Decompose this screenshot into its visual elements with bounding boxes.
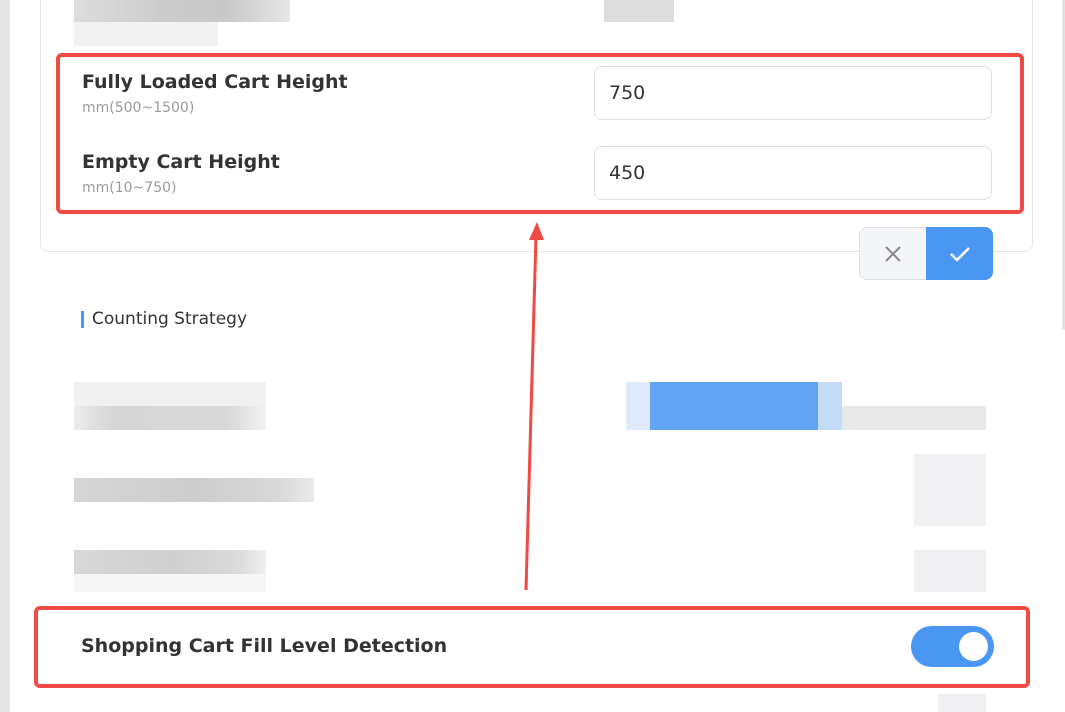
annotation-arrow xyxy=(524,235,538,591)
blurred-control xyxy=(938,694,986,712)
fill-detection-label: Shopping Cart Fill Level Detection xyxy=(81,635,448,657)
section-header: Counting Strategy xyxy=(81,309,247,329)
confirm-button[interactable] xyxy=(926,227,993,280)
blurred-text xyxy=(74,406,266,430)
blurred-text xyxy=(74,382,266,406)
fill-detection-toggle[interactable] xyxy=(911,626,994,667)
blurred-control[interactable] xyxy=(914,550,986,592)
blurred-option-selected[interactable] xyxy=(650,382,818,430)
left-panel-edge xyxy=(0,0,10,712)
blurred-text xyxy=(74,478,314,502)
blurred-control[interactable] xyxy=(914,454,986,526)
blurred-text xyxy=(74,22,218,46)
blurred-option xyxy=(818,382,842,430)
section-accent-bar xyxy=(81,310,84,328)
section-title: Counting Strategy xyxy=(92,309,248,329)
blurred-option[interactable] xyxy=(842,406,986,430)
blurred-option xyxy=(626,382,650,430)
blurred-text xyxy=(604,0,674,22)
full-height-label: Fully Loaded Cart Height xyxy=(82,71,348,93)
empty-height-input[interactable]: 450 xyxy=(594,146,992,200)
blurred-text xyxy=(74,0,290,22)
full-height-input[interactable]: 750 xyxy=(594,66,992,120)
blurred-text xyxy=(74,550,266,574)
blurred-text xyxy=(74,574,266,592)
full-height-hint: mm(500~1500) xyxy=(82,100,195,116)
close-icon xyxy=(885,245,901,262)
scrollbar[interactable] xyxy=(1062,0,1065,330)
check-icon xyxy=(949,246,970,262)
cancel-button[interactable] xyxy=(859,227,926,280)
empty-height-hint: mm(10~750) xyxy=(82,180,177,196)
toggle-knob xyxy=(959,632,988,661)
empty-height-label: Empty Cart Height xyxy=(82,151,280,173)
